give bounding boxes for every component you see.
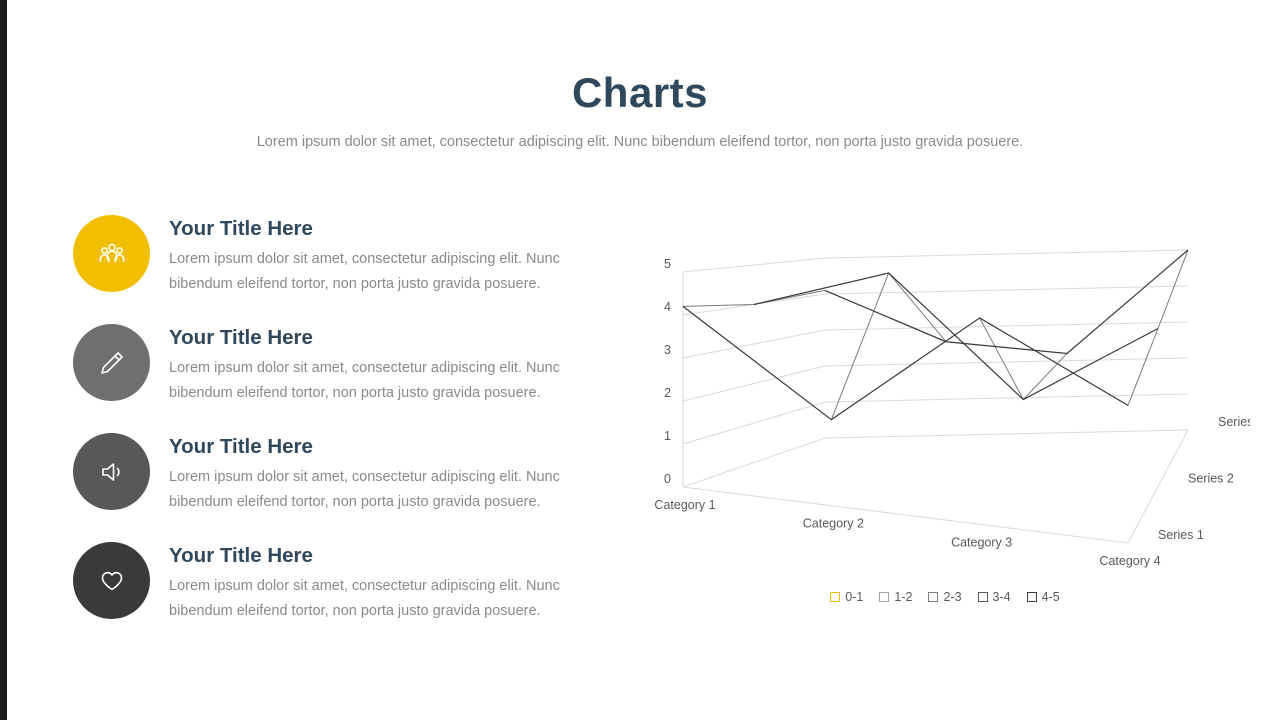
- series-axis-label: Series 2: [1188, 472, 1234, 486]
- feature-list: Your Title Here Lorem ipsum dolor sit am…: [73, 215, 578, 651]
- legend-label: 3-4: [992, 590, 1011, 604]
- feature-title: Your Title Here: [169, 217, 313, 240]
- value-gridline: [682, 249, 1189, 273]
- feature-item: Your Title Here Lorem ipsum dolor sit am…: [73, 542, 578, 624]
- value-gridline: [682, 285, 1189, 316]
- feature-text: Your Title Here Lorem ipsum dolor sit am…: [169, 542, 575, 624]
- feature-item: Your Title Here Lorem ipsum dolor sit am…: [73, 324, 578, 406]
- series-axis-label: Series 3: [1218, 415, 1250, 429]
- legend-label: 1-2: [894, 590, 913, 604]
- series-axis-label: Series 1: [1158, 528, 1204, 542]
- feature-text: Your Title Here Lorem ipsum dolor sit am…: [169, 215, 575, 297]
- feature-icon-circle: [73, 324, 150, 401]
- feature-description: Lorem ipsum dolor sit amet, consectetur …: [169, 251, 560, 292]
- legend-swatch: [879, 592, 890, 602]
- feature-description: Lorem ipsum dolor sit amet, consectetur …: [169, 469, 560, 510]
- feature-text: Your Title Here Lorem ipsum dolor sit am…: [169, 324, 575, 406]
- feature-item: Your Title Here Lorem ipsum dolor sit am…: [73, 433, 578, 515]
- mesh-cross-line: [830, 272, 947, 420]
- legend-item: 4-5: [1026, 590, 1060, 604]
- mesh-series-line: [824, 249, 1189, 355]
- legend-label: 0-1: [845, 590, 864, 604]
- feature-title: Your Title Here: [169, 435, 313, 458]
- floor-right-edge: [1127, 429, 1189, 544]
- legend-item: 2-3: [928, 590, 962, 604]
- slide-title: Charts: [571, 69, 709, 116]
- floor-front-edge: [682, 486, 1129, 544]
- legend-item: 3-4: [977, 590, 1011, 604]
- value-axis-label: 0: [664, 472, 671, 486]
- category-axis-label: Category 1: [654, 498, 715, 512]
- value-gridline: [682, 393, 1189, 445]
- pencil-icon: [100, 351, 123, 374]
- mesh-cross-line: [979, 317, 1068, 401]
- mesh-series-line: [753, 272, 1159, 401]
- legend-swatch: [977, 592, 988, 602]
- mesh-series-line: [682, 305, 1129, 421]
- feature-description: Lorem ipsum dolor sit amet, consectetur …: [169, 578, 560, 619]
- chart-canvas: 0 1 2 3 4 5 Category 1 Category 2 Category 3 Cate…: [654, 249, 1264, 568]
- value-gridline: [682, 357, 1189, 402]
- feature-item: Your Title Here Lorem ipsum dolor sit am…: [73, 215, 578, 297]
- feature-description: Lorem ipsum dolor sit amet, consectetur …: [169, 360, 560, 401]
- category-axis-label: Category 4: [1099, 554, 1160, 568]
- surface-chart: 0 1 2 3 4 5 Category 1 Category 2 Category 3 Cate…: [640, 200, 1264, 610]
- value-gridline: [682, 429, 1189, 488]
- value-axis-label: 2: [664, 386, 671, 400]
- feature-text: Your Title Here Lorem ipsum dolor sit am…: [169, 433, 575, 515]
- heart-icon: [101, 571, 122, 590]
- value-axis-label: 4: [664, 300, 671, 314]
- speaker-icon: [101, 462, 120, 481]
- legend-label: 4-5: [1041, 590, 1060, 604]
- slide-subtitle: Lorem ipsum dolor sit amet, consectetur …: [256, 134, 1024, 150]
- left-accent-bar: [0, 0, 7, 720]
- chart-legend: 0-1 1-2 2-3 3-4 4-5: [640, 590, 1250, 604]
- mesh-cross-line: [1127, 249, 1189, 406]
- value-gridline: [682, 321, 1189, 359]
- value-axis-label: 5: [664, 257, 671, 271]
- category-axis-label: Category 2: [803, 517, 864, 531]
- feature-icon-circle: [73, 215, 150, 292]
- people-icon: [99, 243, 124, 262]
- legend-swatch: [1026, 592, 1037, 602]
- legend-swatch: [928, 592, 939, 602]
- feature-icon-circle: [73, 542, 150, 619]
- feature-icon-circle: [73, 433, 150, 510]
- value-axis-label: 1: [664, 429, 671, 443]
- legend-swatch: [830, 592, 841, 602]
- category-axis-label: Category 3: [951, 535, 1012, 549]
- legend-item: 1-2: [879, 590, 912, 604]
- value-axis-label: 3: [664, 343, 671, 357]
- feature-title: Your Title Here: [169, 326, 313, 349]
- feature-title: Your Title Here: [169, 544, 313, 567]
- legend-item: 0-1: [830, 590, 863, 604]
- legend-label: 2-3: [943, 590, 962, 604]
